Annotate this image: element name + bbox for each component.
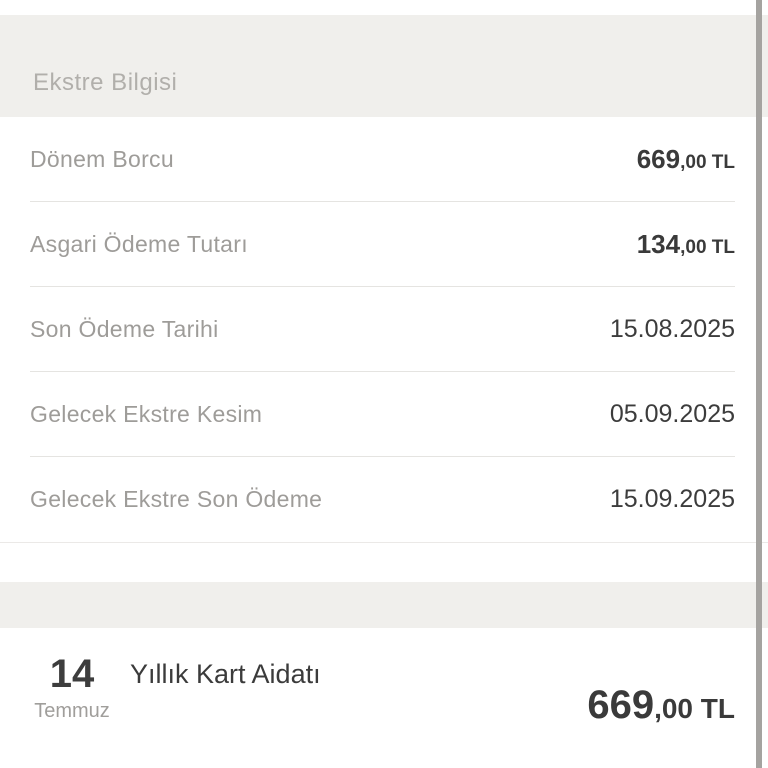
- section-header: Ekstre Bilgisi: [0, 15, 768, 117]
- row-label: Gelecek Ekstre Kesim: [30, 400, 263, 427]
- row-label: Asgari Ödeme Tutarı: [30, 230, 248, 257]
- statement-info-card: Dönem Borcu 669,00 TL Asgari Ödeme Tutar…: [0, 117, 768, 543]
- row-value: 669,00 TL: [637, 144, 735, 175]
- transaction-row[interactable]: 14 Temmuz Yıllık Kart Aidatı 669,00 TL: [0, 628, 768, 768]
- statement-row-asgari-odeme: Asgari Ödeme Tutarı 134,00 TL: [30, 202, 735, 287]
- amount-main: 669: [636, 143, 681, 174]
- statement-row-donem-borcu: Dönem Borcu 669,00 TL: [30, 117, 735, 202]
- amount-suffix: ,00 TL: [680, 236, 735, 258]
- statement-row-son-odeme-tarihi: Son Ödeme Tarihi 15.08.2025: [30, 287, 735, 372]
- amount-suffix: ,00 TL: [654, 693, 735, 724]
- amount-suffix: ,00 TL: [680, 151, 735, 173]
- row-label: Dönem Borcu: [30, 145, 174, 172]
- scrollbar[interactable]: [756, 0, 762, 768]
- section-divider: [0, 582, 768, 628]
- row-value: 05.09.2025: [609, 399, 735, 428]
- statement-row-gelecek-ekstre-kesim: Gelecek Ekstre Kesim 05.09.2025: [30, 372, 735, 457]
- transaction-date: 14 Temmuz: [26, 654, 118, 721]
- statement-row-gelecek-ekstre-son-odeme: Gelecek Ekstre Son Ödeme 15.09.2025: [30, 457, 735, 542]
- row-value: 15.08.2025: [609, 314, 735, 343]
- row-label: Gelecek Ekstre Son Ödeme: [30, 486, 323, 512]
- row-label: Son Ödeme Tarihi: [30, 315, 219, 342]
- transaction-amount: 669,00 TL: [587, 685, 735, 725]
- transaction-day: 14: [49, 652, 95, 696]
- row-value: 134,00 TL: [637, 229, 735, 260]
- amount-main: 669: [587, 683, 655, 727]
- amount-main: 134: [636, 228, 681, 259]
- transaction-description: Yıllık Kart Aidatı: [130, 659, 321, 689]
- row-value: 15.09.2025: [609, 485, 735, 513]
- transaction-month: Temmuz: [34, 700, 110, 722]
- section-title: Ekstre Bilgisi: [33, 69, 178, 96]
